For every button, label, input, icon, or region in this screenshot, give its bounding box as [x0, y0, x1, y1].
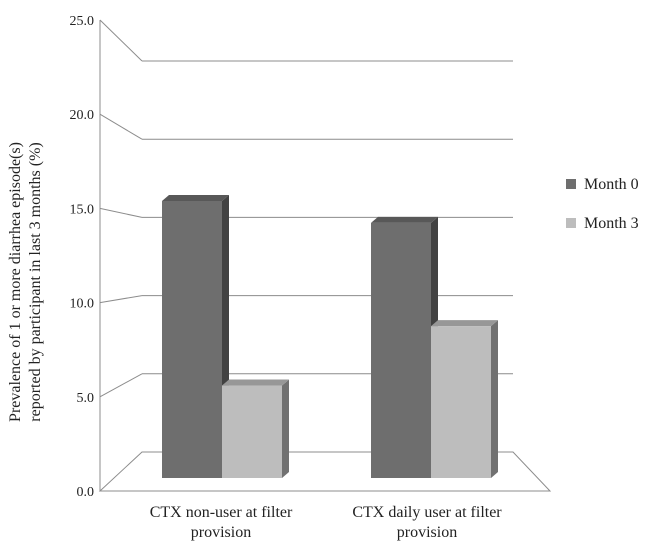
- bar-front: [431, 326, 491, 478]
- y-axis-ticks: 0.0 5.0 10.0 15.0 20.0 25.0: [70, 14, 95, 500]
- bar-month-3-1: [431, 320, 498, 478]
- bar-month-0-0: [162, 194, 229, 478]
- chart-floor: [98, 451, 552, 492]
- y-tick-label: 5.0: [77, 391, 95, 406]
- gridline-side: [99, 207, 143, 218]
- y-axis-title-line: reported by participant in last 3 months…: [27, 142, 44, 421]
- legend-item: Month 0: [566, 176, 639, 193]
- category-label: provision: [191, 524, 251, 541]
- bar-top: [431, 320, 498, 327]
- bar-top: [222, 379, 289, 386]
- y-tick-label: 15.0: [70, 202, 95, 217]
- bar-front: [371, 222, 431, 478]
- bars: [162, 194, 498, 478]
- bar-month-0-1: [371, 216, 438, 478]
- bar-front: [222, 385, 282, 478]
- legend-label: Month 0: [584, 176, 639, 193]
- gridline-side: [99, 295, 143, 304]
- bar-top: [371, 216, 438, 223]
- y-tick-label: 10.0: [70, 297, 95, 312]
- bar-top: [162, 194, 229, 201]
- y-tick-label: 20.0: [70, 108, 95, 123]
- y-axis-title-line: Prevalence of 1 or more diarrhea episode…: [7, 142, 24, 422]
- gridline-side: [99, 19, 143, 62]
- category-label: CTX daily user at filter: [352, 504, 502, 521]
- category-label: CTX non-user at filter: [150, 504, 293, 521]
- bar-side: [282, 379, 289, 478]
- legend: Month 0 Month 3: [566, 176, 639, 232]
- legend-label: Month 3: [584, 215, 639, 232]
- category-label: provision: [397, 524, 457, 541]
- y-axis-title: Prevalence of 1 or more diarrhea episode…: [7, 142, 44, 422]
- bar-side: [491, 320, 498, 478]
- floor-outline: [98, 451, 552, 492]
- bar-month-3-0: [222, 379, 289, 478]
- gridline-side: [99, 373, 143, 398]
- gridline-side: [99, 113, 143, 140]
- y-tick-label: 0.0: [77, 485, 95, 500]
- y-tick-label: 25.0: [70, 14, 95, 29]
- category-labels: CTX non-user at filter provision CTX daily…: [150, 504, 503, 541]
- bar-front: [162, 200, 222, 478]
- legend-swatch: [566, 218, 576, 228]
- legend-item: Month 3: [566, 215, 639, 232]
- legend-swatch: [566, 179, 576, 189]
